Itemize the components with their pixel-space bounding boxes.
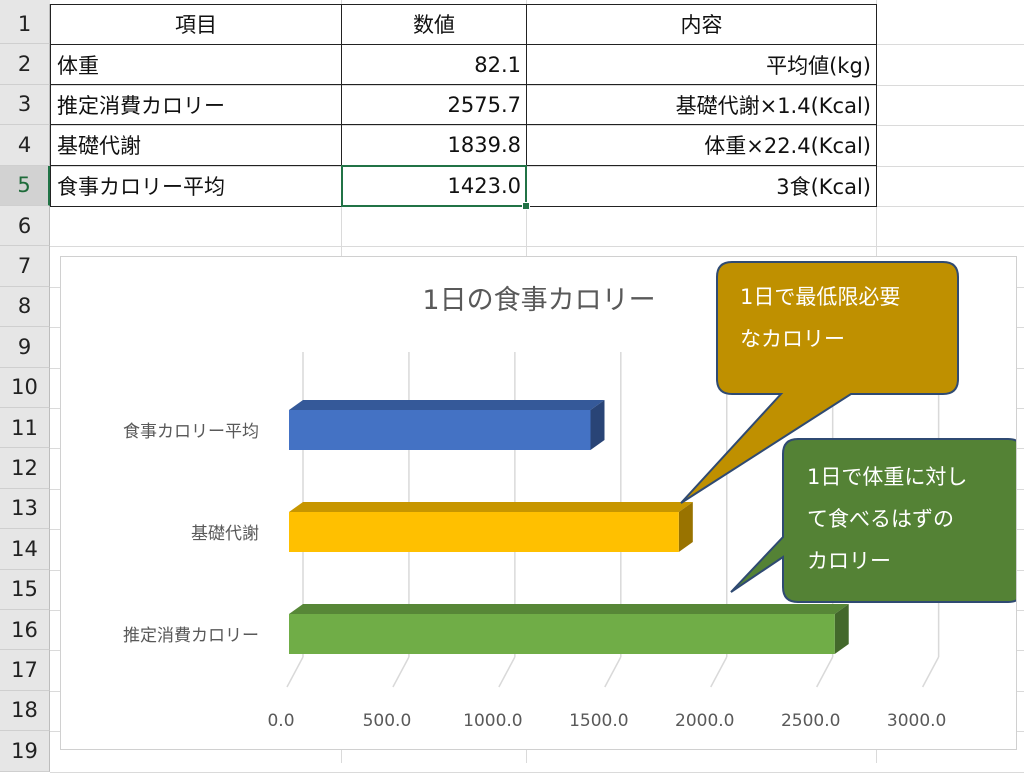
bar-chart: 1日の食事カロリー 0.0 500.0 1000.0 1500.0 2000.0 2500.…: [123, 261, 1024, 731]
bar: [289, 614, 835, 654]
table-cell[interactable]: 食事カロリー平均: [57, 175, 225, 199]
bar-top: [289, 604, 849, 614]
bar-top: [289, 502, 693, 512]
bar-side: [590, 400, 605, 450]
table-cell[interactable]: 基礎代謝×1.4(Kcal): [675, 94, 871, 118]
table-cell[interactable]: 1423.0: [447, 174, 521, 198]
table-border: [50, 44, 877, 45]
row-header[interactable]: 13: [0, 488, 50, 530]
row-header[interactable]: 17: [0, 650, 50, 691]
category-label: 推定消費カロリー: [123, 626, 259, 646]
callout-text: なカロリー: [740, 327, 845, 351]
row-header[interactable]: 12: [0, 448, 50, 489]
table-cell[interactable]: 2575.7: [447, 93, 521, 117]
row-header[interactable]: 5: [0, 165, 50, 206]
header-cell-content[interactable]: 内容: [680, 13, 723, 37]
row-gridline: [50, 84, 1024, 86]
row-header[interactable]: 14: [0, 529, 50, 570]
bar-top: [289, 400, 605, 410]
row-gridline: [50, 125, 1024, 127]
row-header[interactable]: 1: [0, 4, 50, 45]
table-border: [50, 4, 51, 207]
x-tick-label: 2500.0: [781, 711, 840, 731]
callout-text: て食べるはずの: [807, 507, 954, 531]
chart-title: 1日の食事カロリー: [422, 285, 655, 316]
row-header[interactable]: 18: [0, 690, 50, 732]
table-border: [341, 4, 342, 207]
x-tick-label: 0.0: [267, 711, 294, 731]
bar-side: [678, 502, 693, 552]
table-cell[interactable]: 体重×22.4(Kcal): [704, 134, 871, 158]
bar: [289, 512, 679, 552]
row-header[interactable]: 8: [0, 286, 50, 328]
x-tick-label: 2000.0: [675, 711, 734, 731]
table-cell[interactable]: 1839.8: [447, 133, 521, 157]
row-header[interactable]: 19: [0, 731, 50, 772]
row-gridline: [50, 165, 1024, 167]
row-gridline: [50, 246, 1024, 248]
row-header[interactable]: 2: [0, 44, 50, 85]
table-cell[interactable]: 推定消費カロリー: [57, 94, 225, 118]
row-header[interactable]: 6: [0, 206, 50, 247]
bar: [289, 410, 591, 450]
x-tick-label: 1000.0: [463, 711, 522, 731]
corner-header: [0, 0, 50, 4]
gridline: [392, 656, 410, 688]
table-border: [50, 124, 877, 125]
table-cell[interactable]: 82.1: [474, 53, 521, 77]
table-border: [526, 4, 527, 207]
header-cell-item[interactable]: 項目: [175, 13, 217, 37]
row-header[interactable]: 11: [0, 408, 50, 449]
bar-side: [834, 604, 849, 654]
x-tick-label: 500.0: [363, 711, 412, 731]
table-cell[interactable]: 3食(Kcal): [776, 175, 871, 199]
row-header[interactable]: 4: [0, 125, 50, 166]
fill-handle[interactable]: [522, 202, 530, 210]
table-border: [50, 84, 877, 85]
row-gridline: [50, 771, 1024, 773]
category-label: 基礎代謝: [191, 524, 259, 544]
callout-text: カロリー: [807, 549, 891, 573]
row-header[interactable]: 7: [0, 246, 50, 287]
gridline: [498, 656, 516, 688]
selected-cell-outline[interactable]: [341, 165, 527, 207]
header-cell-value[interactable]: 数値: [413, 13, 455, 37]
callout-bubble: [680, 261, 959, 504]
row-header[interactable]: 3: [0, 84, 50, 126]
table-cell[interactable]: 平均値(kg): [766, 54, 871, 78]
row-header[interactable]: 15: [0, 569, 50, 610]
gridline: [710, 656, 728, 688]
callout-text: 1日で最低限必要: [740, 285, 900, 309]
gridline: [921, 656, 940, 688]
table-border: [50, 4, 877, 5]
table-cell[interactable]: 体重: [57, 54, 99, 78]
x-tick-label: 3000.0: [887, 711, 946, 731]
row-header[interactable]: 10: [0, 367, 50, 408]
gridline: [286, 656, 304, 688]
table-cell[interactable]: 基礎代謝: [57, 134, 141, 158]
gridline: [604, 656, 622, 688]
category-label: 食事カロリー平均: [123, 422, 259, 442]
table-border: [876, 4, 877, 207]
row-header[interactable]: 16: [0, 610, 50, 651]
row-header[interactable]: 9: [0, 327, 50, 368]
x-tick-label: 1500.0: [569, 711, 628, 731]
chart-area[interactable]: 1日の食事カロリー 0.0 500.0 1000.0 1500.0 2000.0 2500.…: [60, 256, 1024, 750]
gridline: [816, 656, 834, 688]
callout-text: 1日で体重に対し: [807, 465, 967, 489]
